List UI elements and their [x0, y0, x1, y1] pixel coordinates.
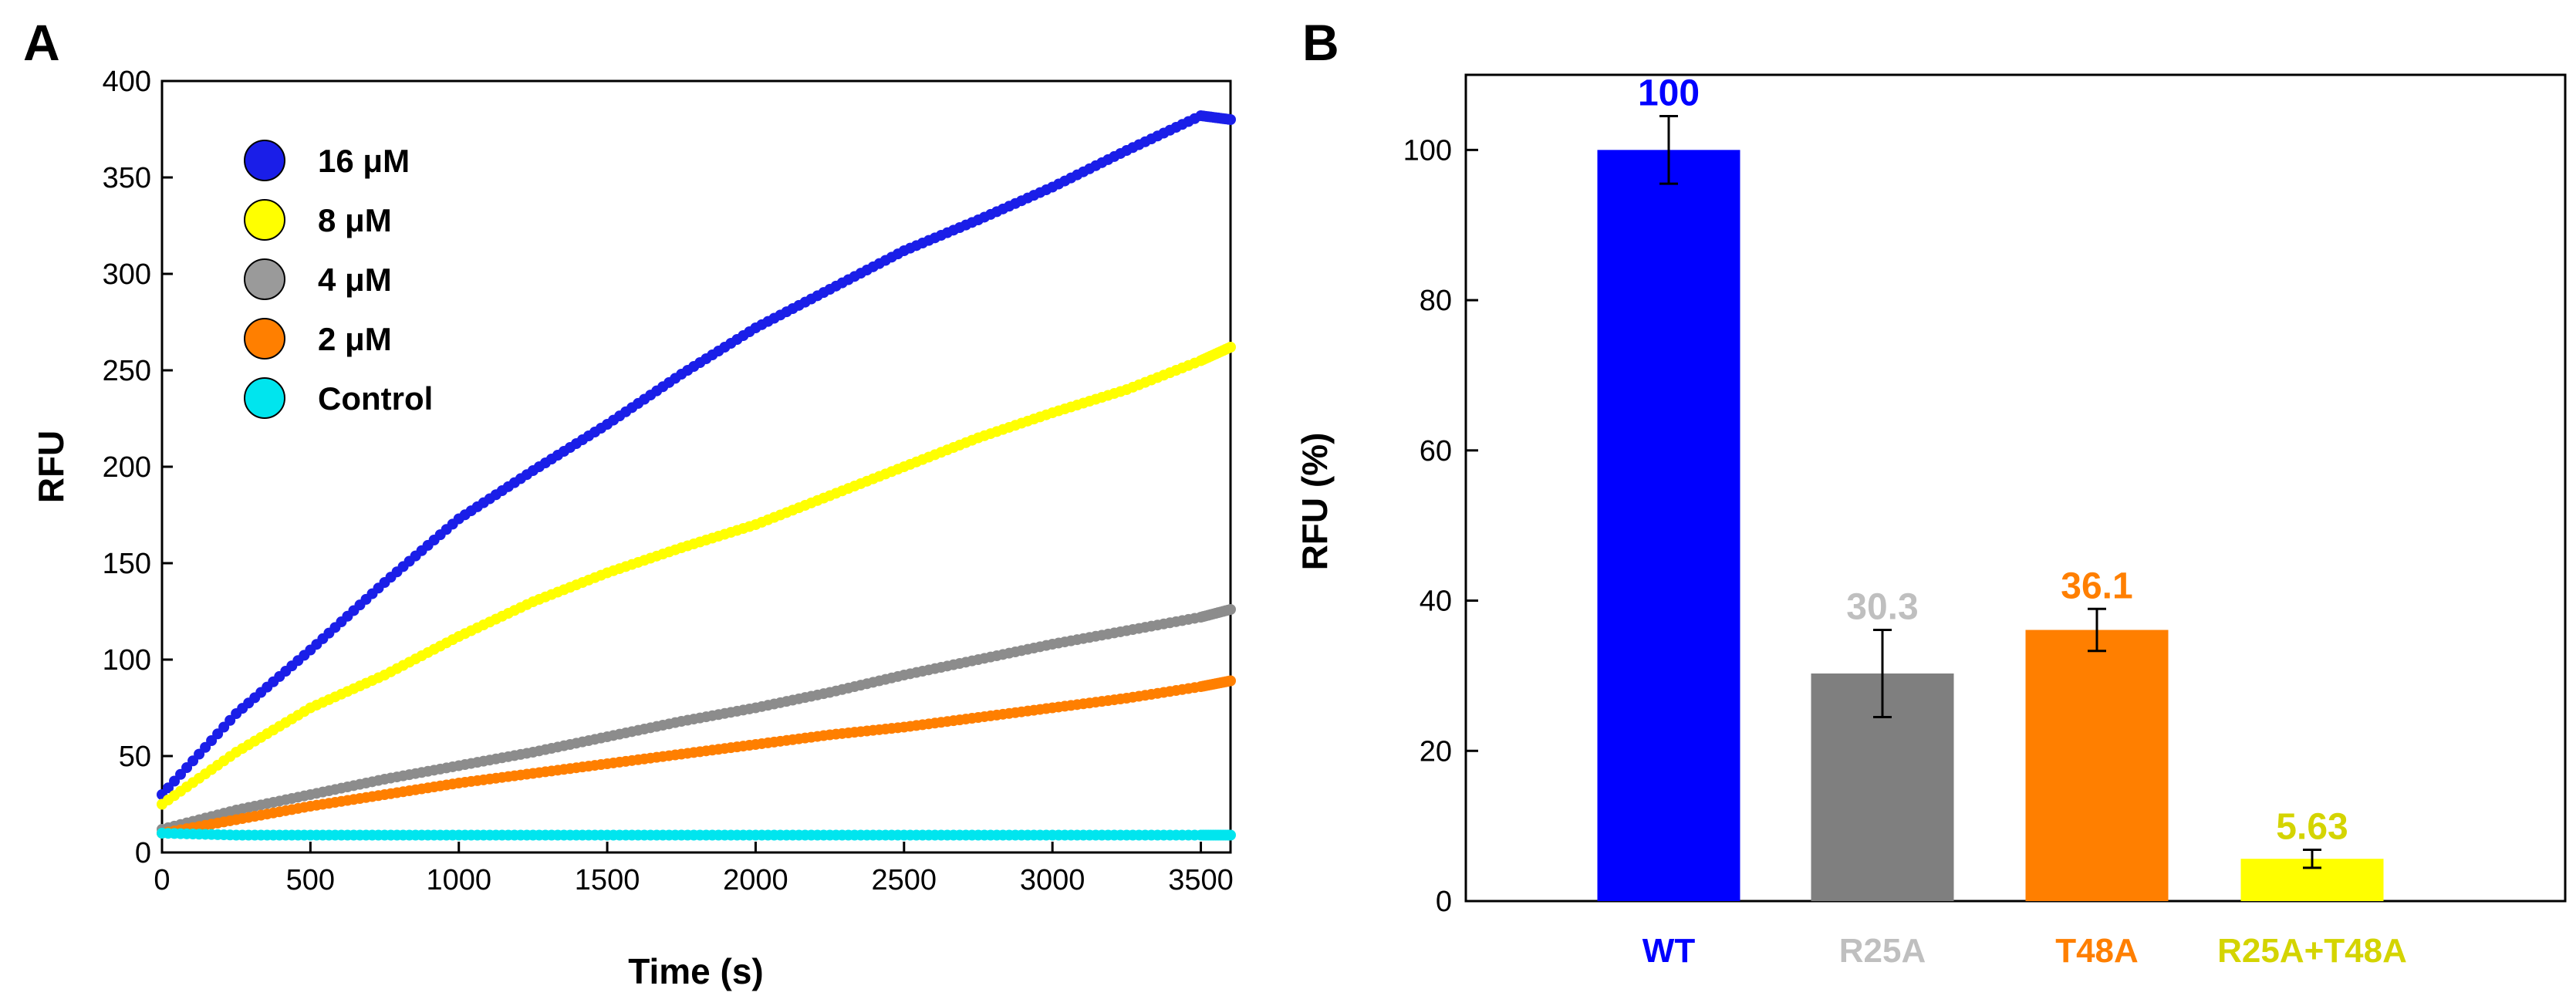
panel-b-letter: B [1302, 14, 1339, 71]
bar-value-label: 36.1 [2061, 565, 2132, 606]
panel-b-plot-frame [1464, 73, 2567, 903]
panel-a-legend: 16 μM 8 μM 4 μM 2 μM Control [244, 140, 433, 419]
panel-a-plot-frame [160, 79, 1232, 854]
legend-marker [244, 199, 285, 241]
panel-a-xtick-label: 1000 [426, 864, 491, 896]
panel-a-ticks: 0 500 1000 1500 2000 2500 3000 3500 0 50 100 150 200… [103, 66, 1234, 896]
panel-a-xtick-label: 2500 [872, 864, 937, 896]
series-2 [157, 342, 1236, 810]
legend-label: 16 μM [318, 143, 410, 179]
panel-b-ytick-label: 80 [1420, 285, 1452, 317]
series-1 [157, 110, 1236, 800]
panel-a-data-points [157, 110, 1236, 841]
legend-marker [244, 140, 285, 181]
panel-b-ytick-label: 40 [1420, 586, 1452, 618]
panel-a-xlabel: Time (s) [628, 951, 764, 991]
category-label: R25A [1839, 932, 1926, 970]
category-label: R25A+T48A [2217, 932, 2407, 970]
legend-marker [244, 318, 285, 360]
panel-a-xtick-label: 500 [286, 864, 335, 896]
series-3 [157, 604, 1236, 835]
panel-a-xtick-label: 2000 [723, 864, 788, 896]
panel-a-ytick-label: 50 [119, 741, 151, 773]
panel-a-letter: A [23, 14, 60, 71]
data-point [1225, 829, 1236, 841]
legend-label: 8 μM [318, 202, 392, 238]
legend-marker [244, 377, 285, 419]
panel-a-xtick-label: 3500 [1168, 864, 1234, 896]
panel-a-ytick-label: 250 [103, 355, 151, 387]
panel-a-ytick-label: 150 [103, 548, 151, 580]
bar-value-label: 100 [1638, 73, 1700, 114]
panel-b-ytick-label: 20 [1420, 735, 1452, 768]
category-label: WT [1642, 932, 1696, 970]
bar [1597, 150, 1740, 901]
series-5 [157, 828, 1236, 841]
data-point [1225, 604, 1236, 615]
panel-b-ytick-label: 60 [1420, 435, 1452, 468]
series-4 [157, 675, 1236, 839]
panel-a-ylabel: RFU [31, 430, 71, 504]
panel-b-ytick-label: 0 [1436, 886, 1452, 918]
bar-value-label: 5.63 [2276, 807, 2348, 848]
legend-label: 4 μM [318, 262, 392, 298]
panel-a-xtick-label: 3000 [1020, 864, 1085, 896]
panel-a-xtick-label: 1500 [575, 864, 640, 896]
panel-b-bars: 100 WT 30.3 R25A 36.1 T48A 5.63 R25A+T48A [1597, 73, 2407, 970]
legend-label: 2 μM [318, 321, 392, 357]
data-point [1225, 675, 1236, 687]
panel-b-ylabel: RFU (%) [1295, 433, 1335, 571]
bar [2025, 630, 2169, 901]
panel-a-ytick-label: 200 [103, 451, 151, 484]
category-label: T48A [2055, 932, 2139, 970]
panel-a-ytick-label: 350 [103, 162, 151, 194]
panel-a-ytick-label: 300 [103, 258, 151, 291]
legend-label: Control [318, 380, 433, 417]
panel-a-ytick-label: 0 [135, 837, 151, 869]
panel-a-scatter-chart: 0 500 1000 1500 2000 2500 3000 3500 0 50 100 150 200… [31, 66, 1236, 991]
panel-a-ytick-label: 100 [103, 644, 151, 677]
panel-b-bar-chart: 0 20 40 60 80 100 100 WT 30.3 R25A 36.1 T48A 5.63 R2… [1295, 73, 2567, 970]
panel-b-ytick-label: 100 [1403, 134, 1452, 167]
panel-a-xtick-label: 0 [154, 864, 170, 896]
panel-b-ticks: 0 20 40 60 80 100 [1403, 134, 1478, 918]
data-point [1225, 342, 1236, 353]
panel-a-ytick-label: 400 [103, 66, 151, 98]
bar-value-label: 30.3 [1846, 587, 1918, 628]
legend-marker [244, 258, 285, 300]
data-point [1225, 114, 1236, 125]
